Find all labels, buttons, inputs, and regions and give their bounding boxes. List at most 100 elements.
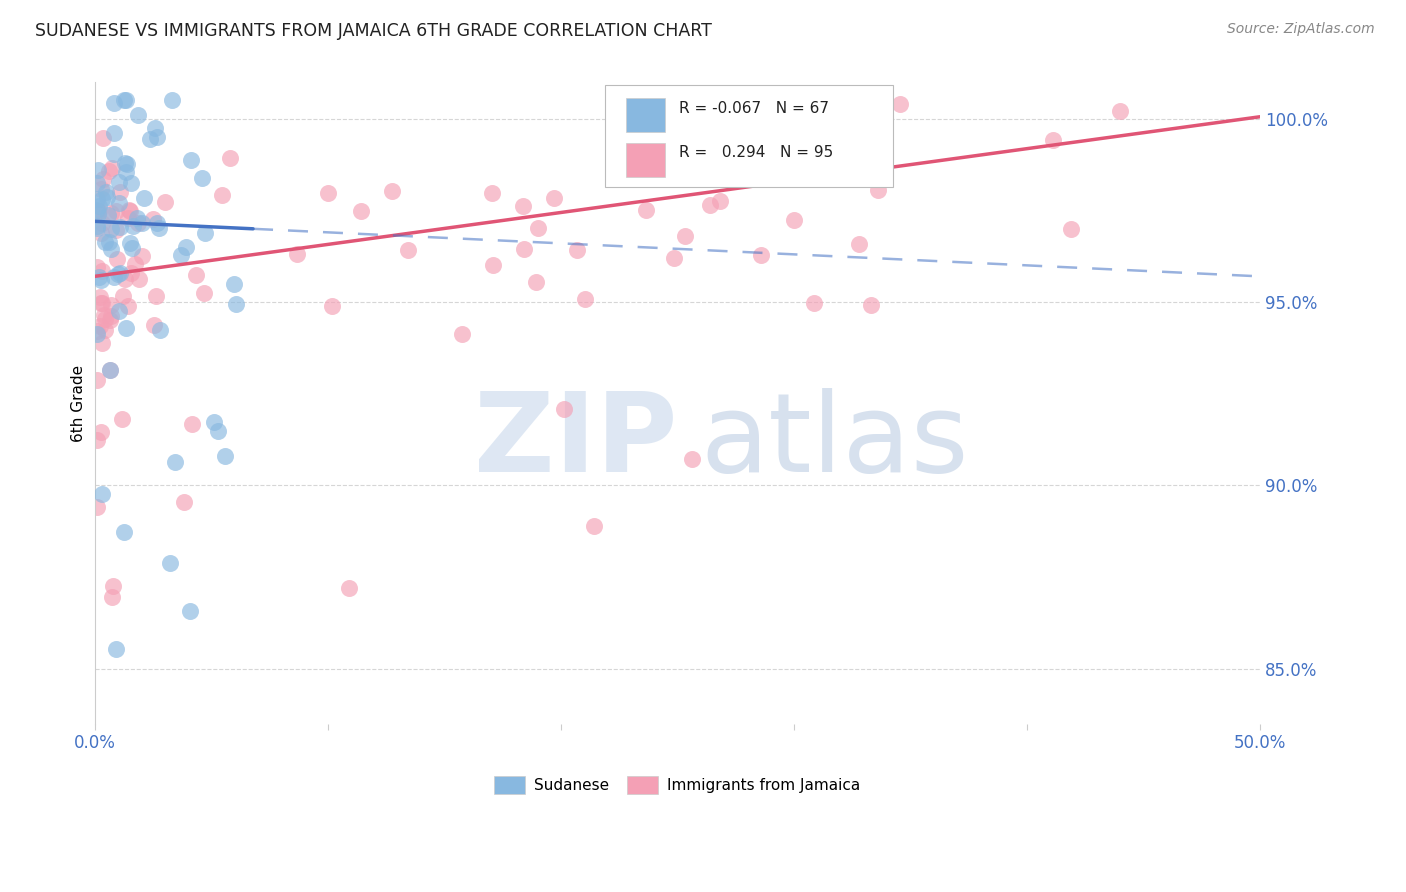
Point xyxy=(122,219,145,233)
Text: R = -0.067   N = 67: R = -0.067 N = 67 xyxy=(679,101,830,116)
Point xyxy=(143,121,166,136)
Point xyxy=(114,156,136,170)
Point xyxy=(118,204,141,219)
Point xyxy=(202,415,225,429)
Point xyxy=(149,323,172,337)
Point xyxy=(111,411,134,425)
Point xyxy=(86,324,108,338)
Point xyxy=(86,192,108,206)
Point xyxy=(193,285,215,300)
Point xyxy=(524,276,547,290)
Point xyxy=(512,199,534,213)
Point xyxy=(160,93,183,107)
Point xyxy=(91,296,114,310)
Point xyxy=(86,260,108,274)
Text: R =   0.294   N = 95: R = 0.294 N = 95 xyxy=(679,145,834,161)
Point xyxy=(111,289,134,303)
Text: atlas: atlas xyxy=(700,388,969,495)
Point xyxy=(574,292,596,306)
Point xyxy=(709,194,731,208)
Point xyxy=(148,220,170,235)
Point xyxy=(104,641,127,656)
Point xyxy=(100,310,122,324)
Point xyxy=(699,198,721,212)
Point xyxy=(89,270,111,285)
Point xyxy=(98,313,121,327)
Point xyxy=(512,243,534,257)
Point xyxy=(101,161,124,176)
Point xyxy=(211,188,233,202)
Point xyxy=(100,222,122,236)
Point xyxy=(93,312,115,326)
Point xyxy=(481,186,503,200)
Point xyxy=(118,235,141,250)
Point xyxy=(86,219,108,234)
Point xyxy=(115,93,138,107)
Point xyxy=(339,581,361,595)
Point xyxy=(112,93,135,107)
Legend: Sudanese, Immigrants from Jamaica: Sudanese, Immigrants from Jamaica xyxy=(488,770,866,800)
Point xyxy=(86,373,108,387)
Point xyxy=(87,203,110,218)
Point xyxy=(207,424,229,438)
Point xyxy=(100,243,122,257)
Point xyxy=(107,303,129,318)
Point xyxy=(91,172,114,186)
Point xyxy=(1109,104,1132,119)
Point xyxy=(225,297,247,311)
Point xyxy=(527,221,550,235)
Point xyxy=(108,195,131,210)
Point xyxy=(553,401,575,416)
Point xyxy=(128,272,150,286)
Point xyxy=(184,268,207,283)
Point xyxy=(482,258,505,272)
Point xyxy=(101,578,124,592)
Point xyxy=(155,195,177,210)
Point xyxy=(142,212,165,227)
Point xyxy=(179,603,201,617)
Point xyxy=(350,204,373,219)
Point xyxy=(174,240,197,254)
Point xyxy=(103,147,125,161)
Point xyxy=(98,163,121,178)
Point xyxy=(90,487,112,501)
Point xyxy=(103,270,125,285)
Point xyxy=(100,298,122,312)
Point xyxy=(108,185,131,199)
Point xyxy=(1042,133,1064,147)
Point xyxy=(222,277,245,292)
Point xyxy=(87,199,110,213)
Point xyxy=(90,182,112,196)
Point xyxy=(381,184,404,198)
Point xyxy=(543,191,565,205)
Y-axis label: 6th Grade: 6th Grade xyxy=(72,365,86,442)
Point xyxy=(93,308,115,322)
Point xyxy=(163,455,186,469)
Point xyxy=(107,267,129,281)
Point xyxy=(89,290,111,304)
Point xyxy=(120,266,142,280)
Point xyxy=(214,449,236,463)
Point xyxy=(673,228,696,243)
Point xyxy=(97,235,120,249)
Point xyxy=(120,176,142,190)
Point xyxy=(103,126,125,140)
Point xyxy=(87,203,110,218)
Point xyxy=(860,298,883,312)
Point xyxy=(94,323,117,337)
Point xyxy=(121,241,143,255)
Point xyxy=(105,252,128,266)
Point xyxy=(565,243,588,257)
Point xyxy=(316,186,339,200)
Point xyxy=(101,590,124,604)
Point xyxy=(86,500,108,515)
Point xyxy=(94,235,117,249)
Point xyxy=(90,226,112,240)
Point xyxy=(132,191,155,205)
Point xyxy=(90,263,112,277)
Point xyxy=(115,156,138,170)
Point xyxy=(87,207,110,221)
Point xyxy=(285,247,308,261)
Point xyxy=(159,556,181,570)
Point xyxy=(103,96,125,111)
